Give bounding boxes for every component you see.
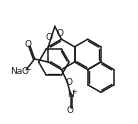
Text: O: O	[24, 40, 31, 49]
Text: O: O	[22, 67, 29, 76]
Text: Na: Na	[10, 67, 22, 76]
Text: +: +	[71, 89, 77, 95]
Text: O: O	[67, 106, 74, 115]
Text: −: −	[25, 67, 31, 73]
Text: O: O	[66, 78, 73, 87]
Text: O: O	[57, 29, 64, 38]
Text: O: O	[46, 33, 53, 42]
Text: N: N	[67, 90, 74, 99]
